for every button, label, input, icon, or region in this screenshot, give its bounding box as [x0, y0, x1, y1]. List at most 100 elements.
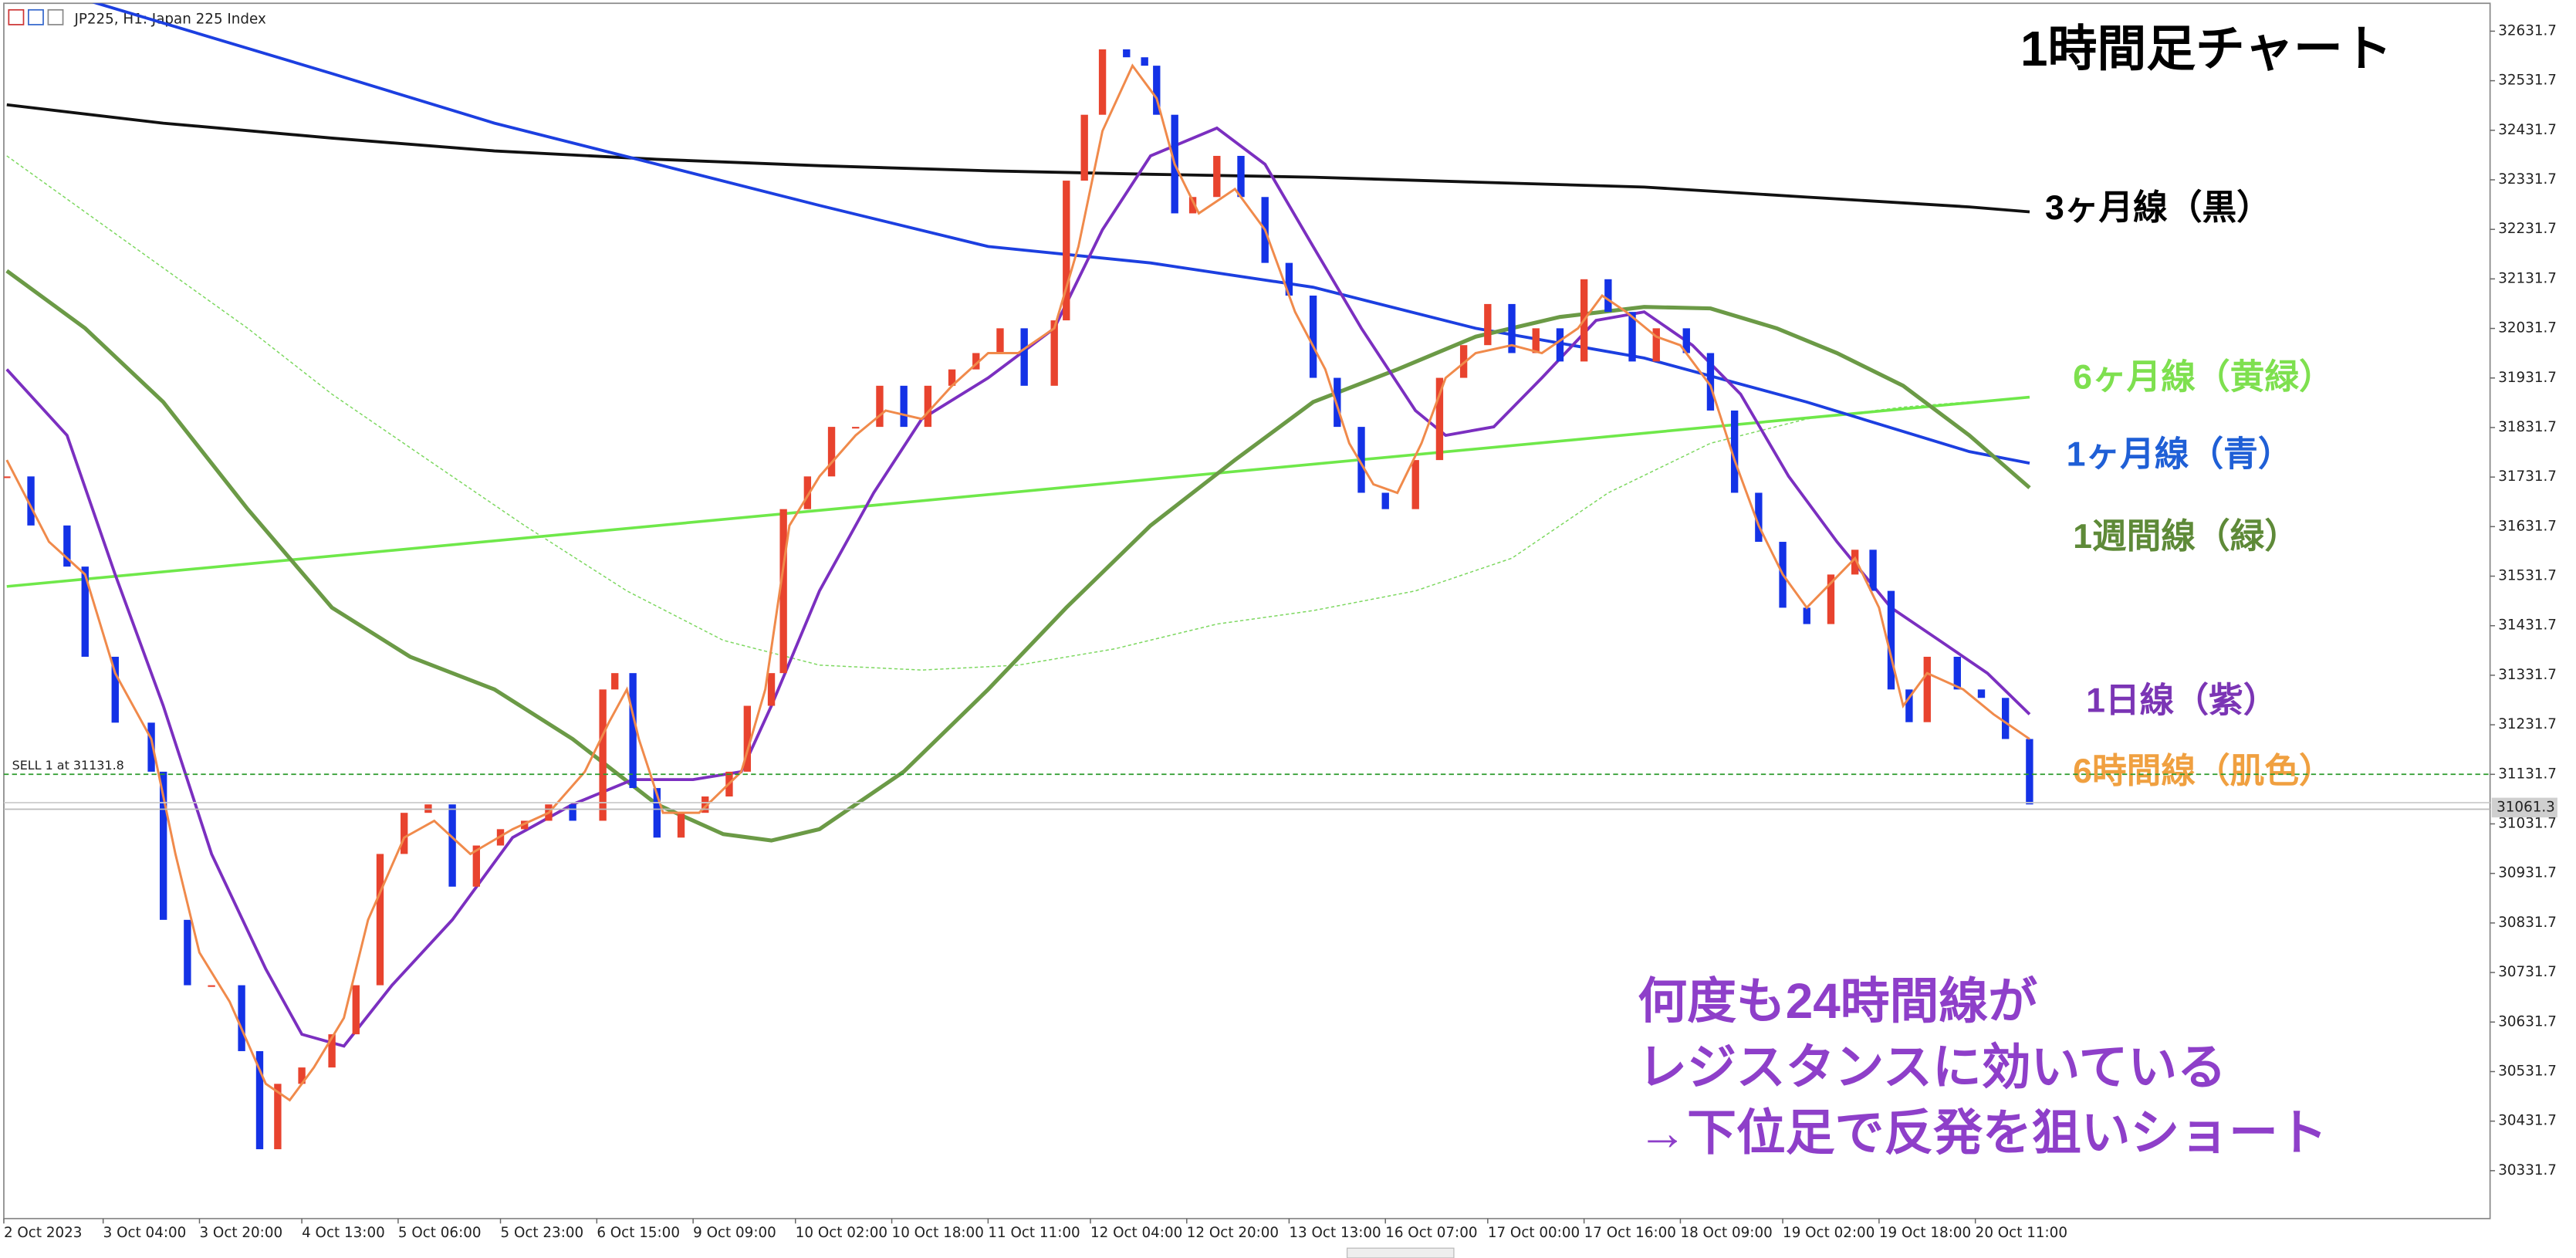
candle [1869, 550, 1877, 591]
y-tick-label: 31931.7 [2498, 370, 2557, 386]
chart-title: 1時間足チャート [2020, 21, 2392, 76]
candle [1334, 377, 1341, 428]
candle [1556, 328, 1564, 362]
menu-icon[interactable] [8, 8, 25, 25]
candle [1652, 328, 1660, 362]
candle [972, 353, 980, 370]
candle [1153, 66, 1161, 115]
y-tick-label: 31531.7 [2498, 568, 2557, 584]
x-tick-label: 13 Oct 13:00 [1289, 1225, 1381, 1241]
ma-line [5, 269, 2031, 843]
candle [900, 385, 908, 428]
candle [677, 813, 685, 838]
x-tick-label: 18 Oct 09:00 [1680, 1225, 1772, 1241]
candle [1923, 656, 1931, 722]
candle [1682, 328, 1690, 353]
candle [2026, 739, 2033, 805]
candle [1628, 312, 1636, 362]
candle [238, 985, 245, 1051]
candle [472, 845, 480, 887]
x-tick-label: 6 Oct 15:00 [597, 1225, 680, 1241]
ma-line [6, 395, 2030, 588]
candle [1827, 574, 1835, 624]
candle [208, 985, 215, 987]
series-label: 6時間線（肌色） [2073, 752, 2334, 790]
candle [1459, 345, 1468, 378]
y-tick-label: 32631.7 [2498, 22, 2557, 39]
candle [3, 476, 11, 479]
candle [1141, 57, 1148, 66]
y-tick-label: 31431.7 [2498, 617, 2557, 634]
series-label: 1日線（紫） [2086, 682, 2277, 720]
candle [1435, 377, 1444, 461]
candle [1309, 295, 1317, 378]
plot-frame [3, 2, 2491, 1219]
y-tick-label: 30631.7 [2498, 1013, 2557, 1030]
tab[interactable] [1346, 1247, 1455, 1258]
y-tick-label: 31331.7 [2498, 667, 2557, 683]
candle [1080, 114, 1088, 181]
x-tick-label: 12 Oct 20:00 [1187, 1225, 1279, 1241]
y-tick-label: 30731.7 [2498, 964, 2557, 980]
candle [1803, 607, 1810, 624]
candle [63, 525, 71, 567]
series-label: 1週間線（緑） [2073, 518, 2299, 556]
x-tick-label: 17 Oct 00:00 [1488, 1225, 1580, 1241]
candle [996, 328, 1004, 353]
series-label: 6ヶ月線（黄緑） [2073, 358, 2334, 396]
annotation: →下位足で反発を狙いショート [1638, 1104, 2328, 1160]
candle [743, 705, 752, 772]
y-tick-label: 32131.7 [2498, 270, 2557, 286]
x-tick-label: 12 Oct 04:00 [1090, 1225, 1182, 1241]
chart-icon[interactable] [47, 8, 64, 25]
candle [852, 427, 860, 429]
candle [298, 1067, 306, 1084]
candle [1953, 656, 1961, 690]
candle [611, 673, 619, 690]
candle [948, 369, 956, 386]
price-label: 31061.3 [2497, 799, 2555, 815]
x-tick-label: 19 Oct 02:00 [1783, 1225, 1875, 1241]
candle [1977, 689, 1986, 698]
y-tick-label: 31131.7 [2498, 766, 2557, 782]
x-tick-label: 11 Oct 11:00 [988, 1225, 1080, 1241]
candle [1237, 155, 1245, 198]
candle [1887, 590, 1895, 690]
y-tick-label: 31631.7 [2498, 518, 2557, 534]
y-tick-label: 30831.7 [2498, 915, 2557, 931]
candle [1213, 155, 1221, 198]
window-icon[interactable] [28, 8, 44, 25]
candle [1357, 427, 1365, 493]
candle [2002, 698, 2010, 739]
candle [1381, 492, 1389, 509]
y-tick-label: 32531.7 [2498, 73, 2557, 89]
candle [876, 385, 884, 428]
candle [1188, 197, 1197, 214]
candle [653, 788, 661, 838]
candle [1755, 492, 1763, 543]
candle [1730, 410, 1739, 493]
x-tick-label: 16 Oct 07:00 [1385, 1225, 1477, 1241]
x-tick-label: 5 Oct 06:00 [398, 1225, 482, 1241]
candle [767, 673, 776, 706]
x-tick-label: 4 Oct 13:00 [302, 1225, 385, 1241]
y-tick-label: 32231.7 [2498, 221, 2557, 237]
candle [701, 796, 709, 813]
candle [569, 804, 576, 821]
y-tick-label: 30431.7 [2498, 1113, 2557, 1129]
candle [1123, 49, 1131, 58]
x-tick-label: 3 Oct 04:00 [103, 1225, 187, 1241]
y-tick-label: 32431.7 [2498, 122, 2557, 138]
candle [1098, 49, 1107, 115]
x-tick-label: 9 Oct 09:00 [693, 1225, 776, 1241]
candle [827, 427, 836, 477]
candle [274, 1084, 282, 1150]
candle [629, 673, 637, 789]
x-tick-label: 5 Oct 23:00 [501, 1225, 584, 1241]
candle [1905, 689, 1913, 722]
candle [1532, 328, 1540, 353]
candle [448, 804, 456, 887]
candle [27, 476, 35, 526]
